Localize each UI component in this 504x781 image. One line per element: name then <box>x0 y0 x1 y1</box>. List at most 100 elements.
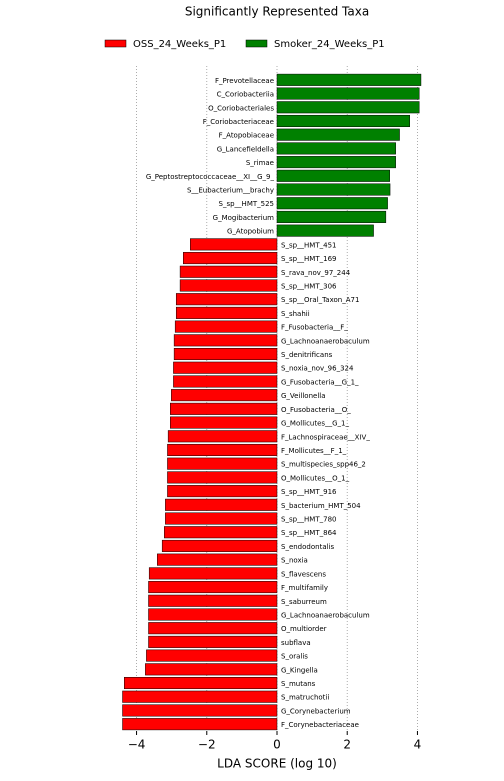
bar <box>175 306 278 319</box>
bar <box>161 539 278 552</box>
bar <box>179 279 278 292</box>
bar <box>167 471 278 484</box>
category-label: S_noxia_nov_96_324 <box>281 365 354 373</box>
bar <box>276 210 387 223</box>
bar <box>276 197 388 210</box>
bar <box>173 334 278 347</box>
bar <box>276 114 410 127</box>
category-label: G_Lachnoanaerobaculum <box>281 337 370 345</box>
category-label: F_Mollicutes__F_1_ <box>281 447 347 455</box>
category-label: S_denitrificans <box>281 351 333 359</box>
x-tick-label: −4 <box>128 738 146 752</box>
bar <box>276 142 396 155</box>
bar <box>276 156 396 169</box>
bar <box>122 704 278 717</box>
category-label: S_bacterium_HMT_504 <box>281 502 361 510</box>
category-label: F_Prevotellaceae <box>215 77 274 85</box>
category-label: G_Kingella <box>281 666 318 674</box>
legend-label: Smoker_24_Weeks_P1 <box>274 39 385 50</box>
category-label: C_Coriobacteriia <box>217 91 274 99</box>
category-label: S__Eubacterium__brachy <box>187 187 274 195</box>
bar <box>276 73 422 86</box>
bar <box>148 622 278 635</box>
bar <box>145 663 278 676</box>
bar <box>173 361 278 374</box>
category-label: O_Fusobacteria__O_ <box>281 406 351 414</box>
x-tick-label: −2 <box>198 738 216 752</box>
bar <box>157 553 278 566</box>
category-label: S_sp__HMT_864 <box>281 529 337 537</box>
bar <box>174 320 278 333</box>
bar <box>276 101 420 114</box>
category-label: O_Coriobacteriales <box>208 104 274 112</box>
bar <box>167 443 278 456</box>
x-tick-label: 2 <box>343 738 351 752</box>
category-label: S_rava_nov_97_244 <box>281 269 351 277</box>
bar <box>122 718 278 731</box>
category-label: S_saburreum <box>281 598 327 606</box>
bar <box>167 457 278 470</box>
category-label: O_Mollicutes__O_1_ <box>281 474 350 482</box>
x-axis-label: LDA SCORE (log 10) <box>217 757 337 771</box>
category-label: G_Peptostreptococcaceae__XI__G_9_ <box>146 173 275 181</box>
bar <box>148 581 278 594</box>
category-label: G_Lancefieldella <box>217 145 274 153</box>
bar <box>146 649 278 662</box>
bar <box>173 348 278 361</box>
category-label: S_sp__HMT_306 <box>281 282 337 290</box>
category-label: S_sp__Oral_Taxon_A71 <box>281 296 359 304</box>
category-label: F_Atopobiaceae <box>219 132 274 140</box>
category-label: G_Fusobacteria__G_1_ <box>281 378 359 386</box>
category-label: G_Veillonella <box>281 392 326 400</box>
bar <box>165 512 278 525</box>
category-label: S_sp__HMT_525 <box>219 200 274 208</box>
legend-swatch <box>245 39 268 48</box>
bar <box>175 293 278 306</box>
bar <box>170 402 278 415</box>
category-label: G_Corynebacterium <box>281 707 351 715</box>
category-label: S_sp__HMT_169 <box>281 255 336 263</box>
category-label: S_sp__HMT_780 <box>281 516 336 524</box>
category-label: S_mutans <box>281 680 316 688</box>
legend-label: OSS_24_Weeks_P1 <box>133 39 226 50</box>
bar <box>148 594 278 607</box>
bar <box>276 183 391 196</box>
chart-title: Significantly Represented Taxa <box>185 5 369 19</box>
category-label: F_Lachnospiraceae__XIV_ <box>281 433 370 441</box>
bar <box>164 526 278 539</box>
category-label: subflava <box>281 639 311 647</box>
bar <box>170 416 278 429</box>
category-label: F_Corynebacteriaceae <box>281 721 359 729</box>
bar <box>276 169 390 182</box>
category-label: S_matruchotii <box>281 694 329 702</box>
bar <box>179 265 278 278</box>
bar <box>167 485 278 498</box>
category-label: F_Coriobacteriaceae <box>203 118 274 126</box>
category-label: S_flavescens <box>281 570 326 578</box>
category-label: S_oralis <box>281 653 308 661</box>
bar <box>165 498 278 511</box>
category-label: S_shahii <box>281 310 310 318</box>
bar <box>173 375 278 388</box>
bar <box>171 389 278 402</box>
category-label: S_noxia <box>281 557 308 565</box>
bar <box>167 430 278 443</box>
bar <box>148 567 278 580</box>
category-label: S_sp__HMT_451 <box>281 241 336 249</box>
bar <box>148 635 278 648</box>
category-label: S_sp__HMT_916 <box>281 488 337 496</box>
category-label: F_multifamily <box>281 584 328 592</box>
bar <box>276 224 374 237</box>
category-label: O_multiorder <box>281 625 327 633</box>
bar <box>183 252 278 265</box>
category-label: G_Mogibacterium <box>213 214 275 222</box>
x-tick-label: 4 <box>414 738 422 752</box>
bar <box>190 238 278 251</box>
category-label: S_endodontalis <box>281 543 334 551</box>
category-label: S_rimae <box>246 159 274 167</box>
category-label: F_Fusobacteria__F_ <box>281 324 348 332</box>
category-label: S_multispecies_spp46_2 <box>281 461 366 469</box>
bar <box>276 87 420 100</box>
bar <box>124 677 278 690</box>
